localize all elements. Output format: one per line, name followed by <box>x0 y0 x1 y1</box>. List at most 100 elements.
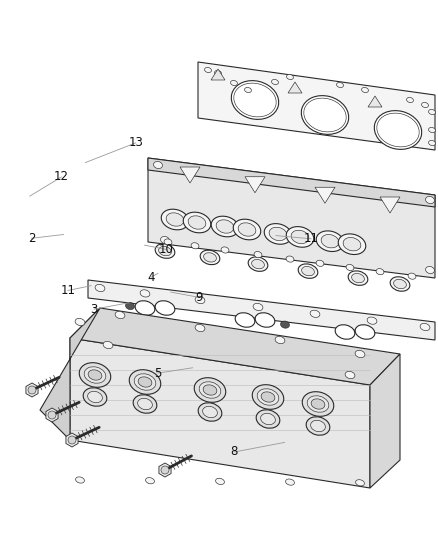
Ellipse shape <box>311 399 325 409</box>
Ellipse shape <box>68 436 76 444</box>
Ellipse shape <box>155 301 175 315</box>
Text: 2: 2 <box>28 232 35 245</box>
Ellipse shape <box>194 378 226 402</box>
Ellipse shape <box>76 477 85 483</box>
Ellipse shape <box>311 421 325 432</box>
Polygon shape <box>46 408 58 422</box>
Text: 11: 11 <box>304 232 318 245</box>
Ellipse shape <box>408 273 416 279</box>
Ellipse shape <box>134 374 156 390</box>
Ellipse shape <box>195 325 205 332</box>
Ellipse shape <box>161 237 170 244</box>
Ellipse shape <box>198 403 222 421</box>
Ellipse shape <box>286 227 314 247</box>
Polygon shape <box>370 354 400 488</box>
Text: 3: 3 <box>91 303 98 316</box>
Ellipse shape <box>301 95 349 134</box>
Ellipse shape <box>159 246 171 256</box>
Ellipse shape <box>215 70 222 76</box>
Ellipse shape <box>426 197 434 204</box>
Ellipse shape <box>221 247 229 253</box>
Ellipse shape <box>348 271 368 285</box>
Ellipse shape <box>28 386 36 394</box>
Text: 9: 9 <box>195 291 203 304</box>
Ellipse shape <box>133 395 157 413</box>
Ellipse shape <box>286 479 294 485</box>
Polygon shape <box>148 158 435 278</box>
Text: 10: 10 <box>159 243 174 256</box>
Ellipse shape <box>352 273 364 283</box>
Ellipse shape <box>161 466 169 474</box>
Ellipse shape <box>428 127 435 133</box>
Ellipse shape <box>421 102 428 108</box>
Ellipse shape <box>135 301 155 315</box>
Ellipse shape <box>286 256 294 262</box>
Ellipse shape <box>346 264 354 271</box>
Ellipse shape <box>215 478 224 484</box>
Ellipse shape <box>216 220 234 233</box>
Ellipse shape <box>103 341 113 349</box>
Ellipse shape <box>367 317 377 324</box>
Ellipse shape <box>394 279 406 289</box>
Ellipse shape <box>428 109 435 115</box>
Ellipse shape <box>355 350 365 358</box>
Ellipse shape <box>84 367 106 383</box>
Ellipse shape <box>235 313 255 327</box>
Polygon shape <box>70 308 400 385</box>
Ellipse shape <box>155 244 175 259</box>
Ellipse shape <box>269 227 287 240</box>
Ellipse shape <box>161 209 189 230</box>
Ellipse shape <box>145 478 155 484</box>
Ellipse shape <box>355 325 375 339</box>
Ellipse shape <box>336 83 343 87</box>
Ellipse shape <box>95 285 105 292</box>
Ellipse shape <box>126 302 134 310</box>
Polygon shape <box>368 96 382 107</box>
Ellipse shape <box>302 392 334 416</box>
Polygon shape <box>180 167 200 183</box>
Ellipse shape <box>307 396 329 412</box>
Text: 5: 5 <box>154 367 161 379</box>
Ellipse shape <box>256 410 280 428</box>
Ellipse shape <box>310 310 320 318</box>
Ellipse shape <box>244 87 251 93</box>
Ellipse shape <box>356 480 364 486</box>
Ellipse shape <box>203 406 217 418</box>
Polygon shape <box>40 308 100 440</box>
Ellipse shape <box>252 385 284 409</box>
Ellipse shape <box>154 161 162 168</box>
Text: 8: 8 <box>231 446 238 458</box>
Ellipse shape <box>79 362 111 387</box>
Ellipse shape <box>205 67 212 72</box>
Polygon shape <box>70 338 370 488</box>
Text: 13: 13 <box>128 136 143 149</box>
Ellipse shape <box>195 296 205 304</box>
Ellipse shape <box>291 230 309 244</box>
Ellipse shape <box>345 372 355 378</box>
Ellipse shape <box>129 370 161 394</box>
Ellipse shape <box>261 392 275 402</box>
Ellipse shape <box>361 87 368 93</box>
Ellipse shape <box>343 238 361 251</box>
Ellipse shape <box>286 75 293 79</box>
Ellipse shape <box>335 325 355 339</box>
Polygon shape <box>198 62 435 150</box>
Ellipse shape <box>251 260 265 269</box>
Ellipse shape <box>302 266 314 276</box>
Text: 12: 12 <box>54 171 69 183</box>
Polygon shape <box>315 187 335 203</box>
Ellipse shape <box>75 318 85 326</box>
Ellipse shape <box>390 277 410 291</box>
Ellipse shape <box>428 140 435 146</box>
Ellipse shape <box>264 224 292 244</box>
Polygon shape <box>288 82 302 93</box>
Ellipse shape <box>231 80 279 119</box>
Text: 11: 11 <box>60 284 75 297</box>
Ellipse shape <box>426 266 434 273</box>
Ellipse shape <box>374 111 422 149</box>
Ellipse shape <box>321 235 339 248</box>
Polygon shape <box>66 433 78 447</box>
Ellipse shape <box>188 216 206 229</box>
Ellipse shape <box>316 231 344 252</box>
Polygon shape <box>26 383 38 397</box>
